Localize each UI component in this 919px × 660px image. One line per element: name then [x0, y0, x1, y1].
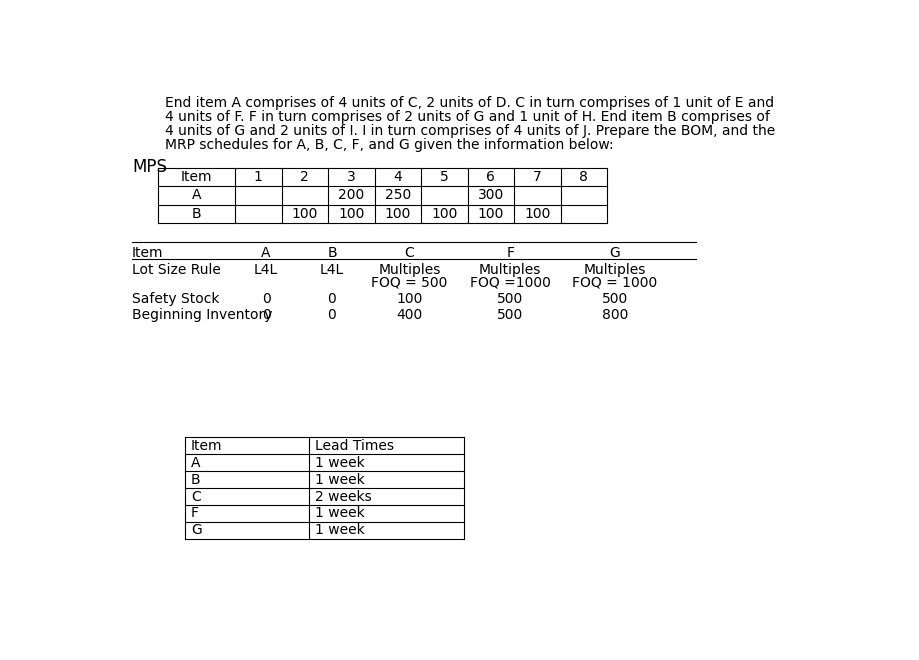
Text: A: A	[191, 455, 200, 470]
Text: MPS: MPS	[132, 158, 167, 176]
Text: 1: 1	[254, 170, 263, 184]
Text: End item A comprises of 4 units of C, 2 units of D. C in turn comprises of 1 uni: End item A comprises of 4 units of C, 2 …	[165, 96, 774, 110]
Text: 2: 2	[301, 170, 309, 184]
Text: 500: 500	[496, 292, 523, 306]
Text: 7: 7	[532, 170, 541, 184]
Text: 4: 4	[393, 170, 402, 184]
Text: 100: 100	[384, 207, 411, 221]
Text: Item: Item	[132, 246, 164, 259]
Text: 1 week: 1 week	[314, 523, 364, 537]
Text: FOQ = 1000: FOQ = 1000	[572, 276, 657, 290]
Text: MRP schedules for A, B, C, F, and G given the information below:: MRP schedules for A, B, C, F, and G give…	[165, 138, 613, 152]
Text: 100: 100	[291, 207, 318, 221]
Text: Safety Stock: Safety Stock	[132, 292, 220, 306]
Text: 100: 100	[396, 292, 422, 306]
Text: Item: Item	[191, 439, 222, 453]
Text: 1 week: 1 week	[314, 506, 364, 521]
Text: 6: 6	[486, 170, 494, 184]
Text: L4L: L4L	[254, 263, 278, 277]
Text: G: G	[191, 523, 201, 537]
Text: 100: 100	[431, 207, 457, 221]
Text: 2 weeks: 2 weeks	[314, 490, 371, 504]
Text: G: G	[608, 246, 619, 259]
Text: C: C	[404, 246, 414, 259]
Text: Lead Times: Lead Times	[314, 439, 393, 453]
Text: 250: 250	[384, 189, 411, 203]
Text: 4 units of F. F in turn comprises of 2 units of G and 1 unit of H. End item B co: 4 units of F. F in turn comprises of 2 u…	[165, 110, 769, 124]
Text: 100: 100	[338, 207, 364, 221]
Text: 5: 5	[439, 170, 448, 184]
Text: 1 week: 1 week	[314, 455, 364, 470]
Text: Lot Size Rule: Lot Size Rule	[132, 263, 221, 277]
Text: 0: 0	[327, 308, 336, 322]
Text: 0: 0	[327, 292, 336, 306]
Text: 500: 500	[601, 292, 628, 306]
Text: 100: 100	[524, 207, 550, 221]
Text: F: F	[505, 246, 514, 259]
Text: B: B	[191, 473, 200, 486]
Text: Multiples: Multiples	[378, 263, 440, 277]
Text: Multiples: Multiples	[583, 263, 645, 277]
Text: 100: 100	[477, 207, 504, 221]
Text: Beginning Inventory: Beginning Inventory	[132, 308, 272, 322]
Text: 400: 400	[396, 308, 422, 322]
Text: 300: 300	[477, 189, 504, 203]
Text: 0: 0	[262, 292, 270, 306]
Text: 1 week: 1 week	[314, 473, 364, 486]
Text: 800: 800	[601, 308, 628, 322]
Text: L4L: L4L	[320, 263, 344, 277]
Text: A: A	[191, 189, 201, 203]
Text: FOQ = 500: FOQ = 500	[371, 276, 448, 290]
Text: 200: 200	[338, 189, 364, 203]
Text: FOQ =1000: FOQ =1000	[470, 276, 550, 290]
Text: C: C	[191, 490, 200, 504]
Text: 4 units of G and 2 units of I. I in turn comprises of 4 units of J. Prepare the : 4 units of G and 2 units of I. I in turn…	[165, 124, 775, 138]
Text: B: B	[327, 246, 336, 259]
Text: F: F	[191, 506, 199, 521]
Text: Item: Item	[180, 170, 212, 184]
Text: Multiples: Multiples	[479, 263, 541, 277]
Text: 8: 8	[579, 170, 587, 184]
Text: 3: 3	[346, 170, 356, 184]
Text: 500: 500	[496, 308, 523, 322]
Text: 0: 0	[262, 308, 270, 322]
Text: B: B	[191, 207, 201, 221]
Text: A: A	[261, 246, 270, 259]
